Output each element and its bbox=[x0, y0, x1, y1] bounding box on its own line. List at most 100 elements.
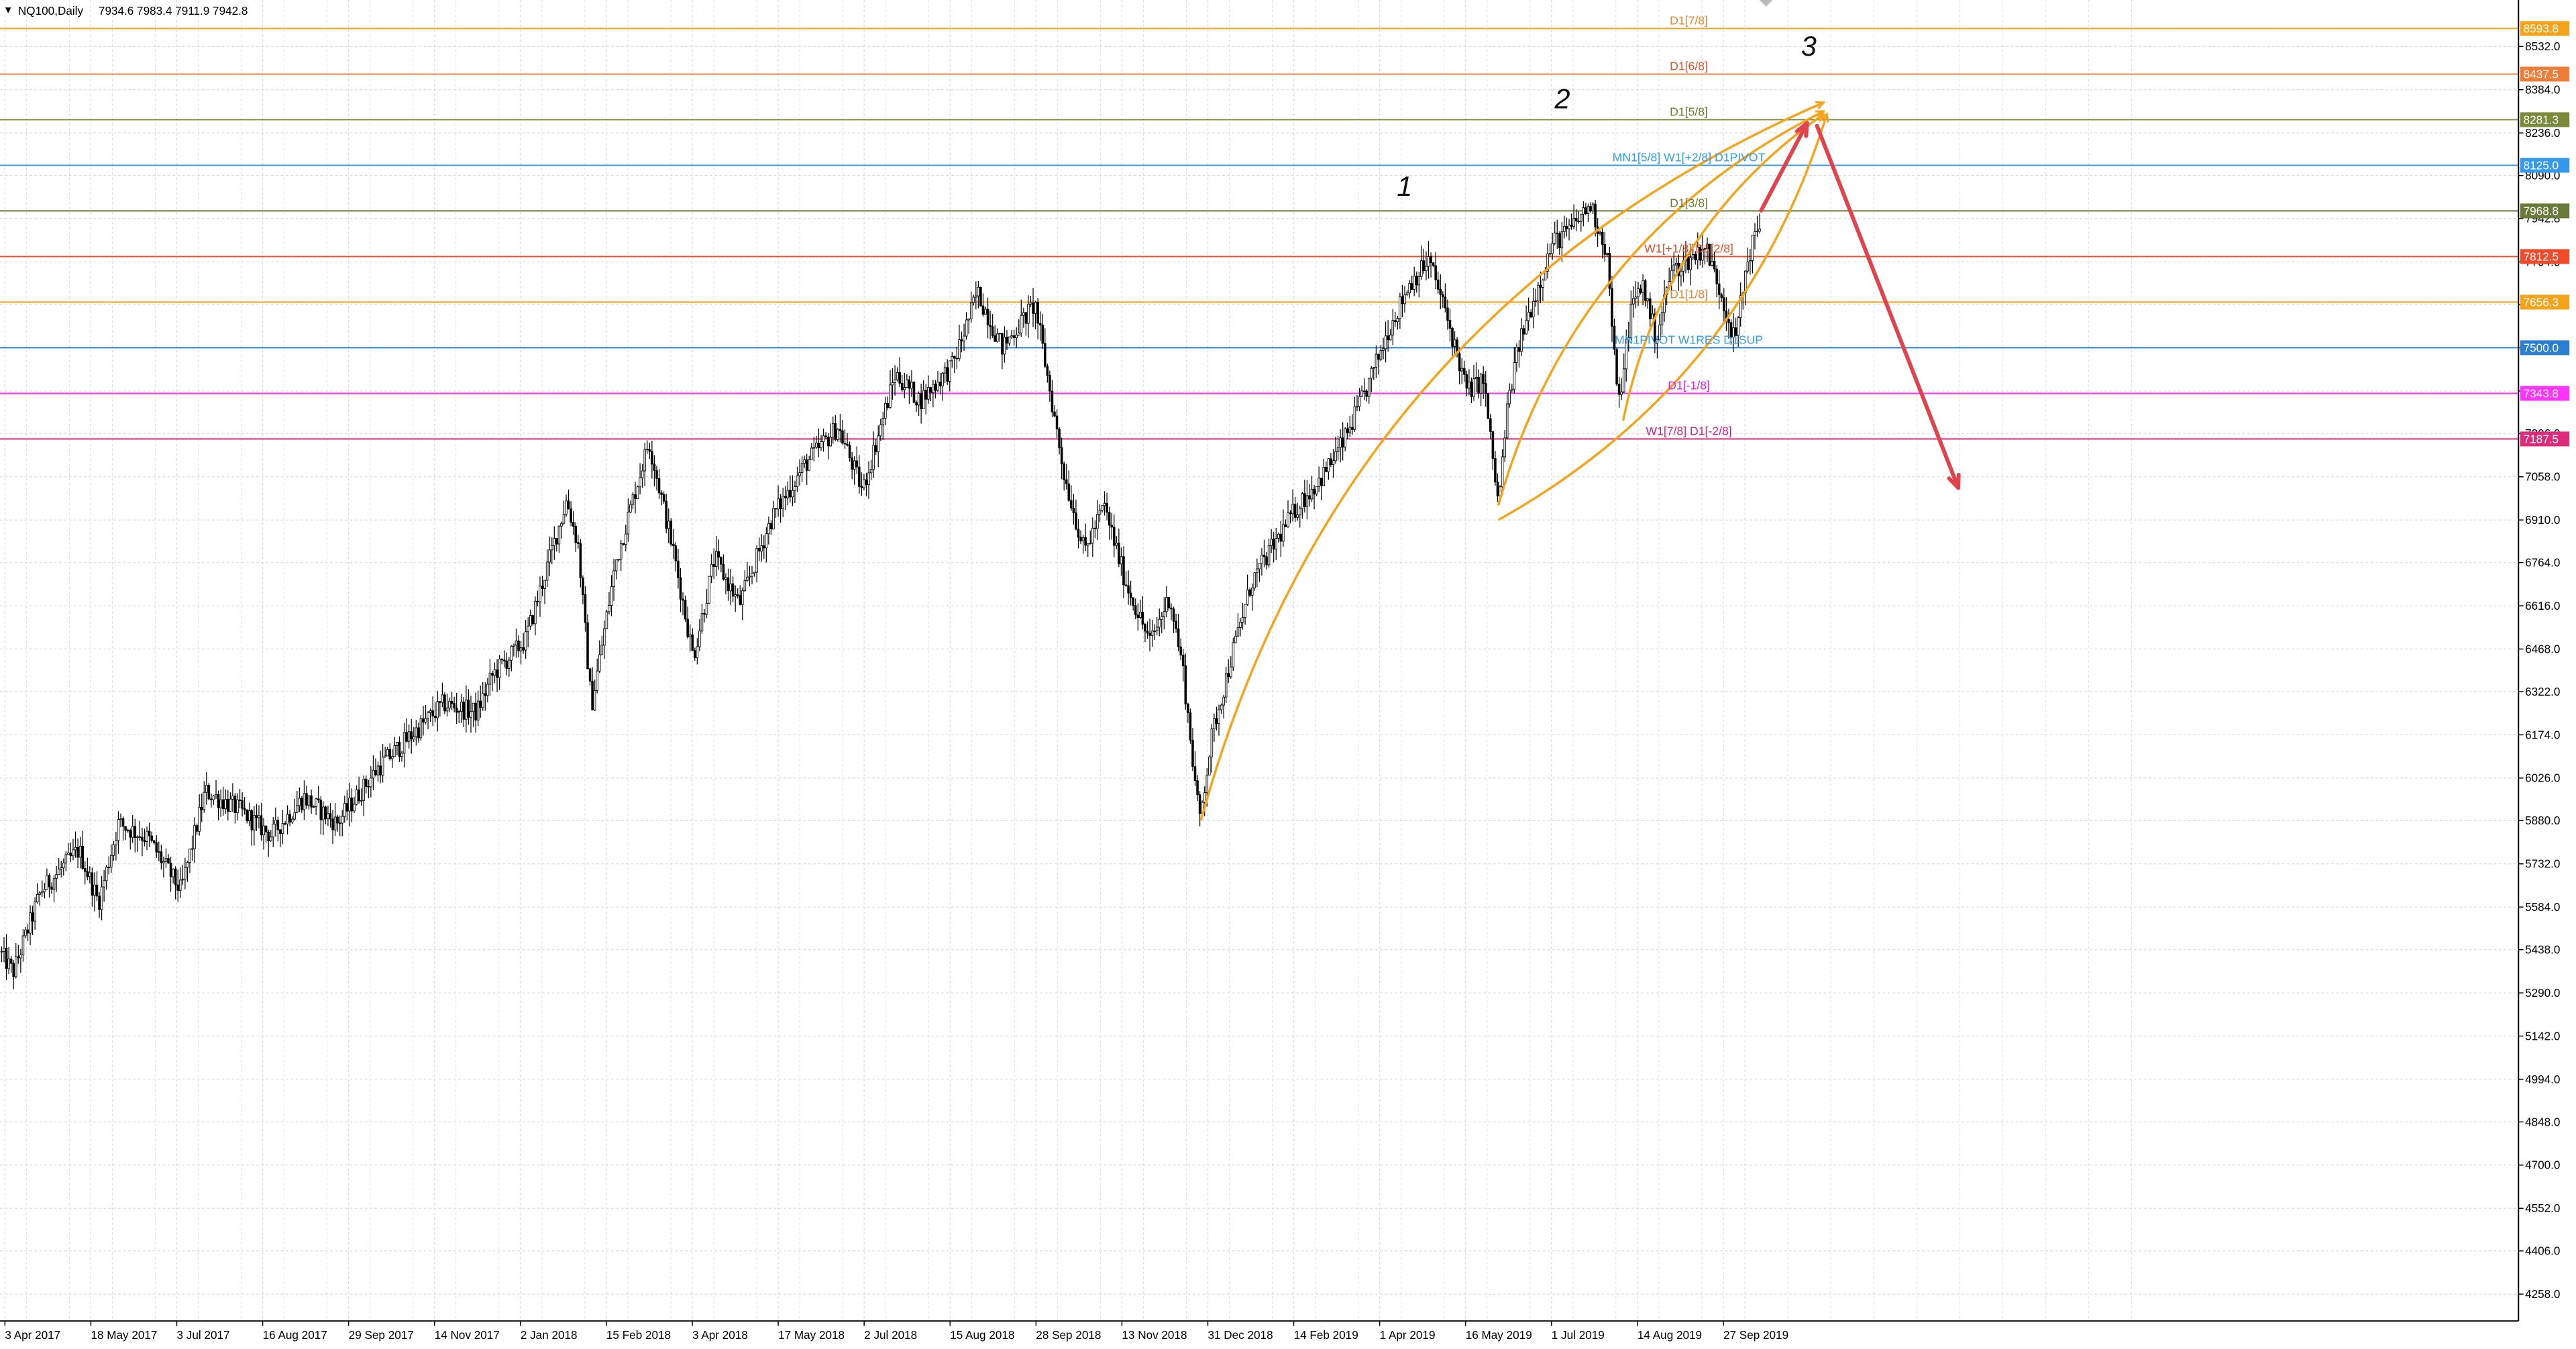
candle-body bbox=[474, 702, 477, 720]
candle-body bbox=[917, 393, 920, 406]
x-tick-label: 28 Sep 2018 bbox=[1036, 1328, 1101, 1342]
candle-body bbox=[622, 543, 625, 545]
candle-body bbox=[1377, 354, 1380, 360]
candle-body bbox=[891, 382, 894, 386]
candle-body bbox=[782, 496, 784, 510]
candle-body bbox=[502, 659, 506, 661]
candle-body bbox=[557, 525, 561, 545]
candle-body bbox=[582, 578, 584, 595]
level-label: D1[7/8] bbox=[1670, 13, 1708, 27]
candle-body bbox=[126, 830, 129, 832]
candle-body bbox=[543, 580, 546, 589]
level-label: D1[6/8] bbox=[1670, 59, 1708, 72]
candle-body bbox=[64, 854, 68, 863]
candle-body bbox=[1439, 288, 1442, 295]
candle-body bbox=[720, 557, 722, 565]
candle-body bbox=[1177, 628, 1180, 647]
candle-body bbox=[1136, 614, 1140, 618]
y-tick-label: 6174.0 bbox=[2525, 728, 2560, 741]
candle-body bbox=[696, 646, 699, 659]
candle-body bbox=[979, 286, 982, 307]
candle-body bbox=[1315, 486, 1318, 494]
candle-body bbox=[1036, 302, 1039, 324]
candle-body bbox=[1515, 347, 1518, 364]
candle-body bbox=[991, 326, 994, 336]
candle-body bbox=[1291, 504, 1294, 515]
candle-body bbox=[1634, 296, 1638, 299]
candle-body bbox=[1139, 612, 1142, 618]
candle-body bbox=[248, 810, 251, 822]
candle-body bbox=[1146, 631, 1149, 634]
candle-body bbox=[698, 631, 701, 647]
candle-body bbox=[1246, 589, 1249, 605]
candle-body bbox=[684, 600, 687, 620]
y-tick-label: 7058.0 bbox=[2525, 470, 2560, 484]
candle-body bbox=[243, 808, 246, 810]
candle-body bbox=[896, 372, 899, 380]
candle-body bbox=[1063, 464, 1065, 480]
candle-body bbox=[724, 577, 727, 580]
candle-body bbox=[141, 837, 144, 841]
candle-body bbox=[927, 387, 930, 400]
candle-body bbox=[1520, 328, 1523, 352]
candle-body bbox=[634, 494, 637, 499]
candle-body bbox=[107, 867, 111, 869]
fan-arcs bbox=[1199, 101, 1829, 821]
candle-body bbox=[1017, 332, 1020, 335]
candle-body bbox=[21, 935, 25, 955]
menu-icon[interactable]: ▼ bbox=[3, 5, 13, 16]
candle-body bbox=[1341, 437, 1344, 447]
candle-body bbox=[1574, 217, 1578, 221]
candle-body bbox=[1263, 554, 1266, 557]
candle-body bbox=[236, 799, 239, 813]
candle-body bbox=[667, 521, 670, 529]
candle-body bbox=[981, 305, 985, 315]
candle-body bbox=[1218, 709, 1220, 724]
candle-body bbox=[986, 309, 989, 326]
candle-body bbox=[1654, 313, 1656, 344]
candle-body bbox=[465, 699, 468, 720]
candle-body bbox=[839, 429, 842, 431]
candle-body bbox=[1396, 318, 1399, 323]
candle-body bbox=[274, 820, 277, 824]
candle-body bbox=[1024, 312, 1028, 324]
candle-body bbox=[1367, 378, 1371, 397]
candle-body bbox=[241, 800, 244, 809]
candle-body bbox=[1060, 447, 1063, 464]
candle-body bbox=[1365, 390, 1368, 397]
fan-arc bbox=[1621, 113, 1825, 421]
candle-body bbox=[1503, 437, 1506, 457]
candle-body bbox=[14, 956, 17, 977]
candle-body bbox=[1436, 279, 1440, 290]
candle-body bbox=[1572, 217, 1575, 227]
candle-body bbox=[1706, 244, 1709, 249]
x-tick-label: 15 Feb 2018 bbox=[606, 1328, 671, 1342]
price-badge bbox=[2520, 66, 2570, 82]
candle-body bbox=[413, 736, 415, 740]
candle-body bbox=[1615, 349, 1618, 384]
candle-body bbox=[912, 382, 916, 403]
candle-body bbox=[884, 402, 887, 419]
candle-body bbox=[1191, 739, 1194, 767]
candle-body bbox=[1713, 261, 1716, 270]
candle-body bbox=[660, 492, 663, 495]
candle-body bbox=[703, 613, 706, 615]
candle-body bbox=[74, 847, 77, 851]
candle-body bbox=[1720, 294, 1723, 299]
candle-body bbox=[1091, 527, 1094, 544]
candle-body bbox=[443, 694, 446, 712]
candle-body bbox=[1322, 467, 1326, 486]
shift-marker-icon[interactable] bbox=[1759, 0, 1773, 7]
candle-body bbox=[319, 800, 323, 820]
price-badges: 8593.8 8437.5 8281.3 8125.0 7968.8 7812.5 7656… bbox=[2520, 21, 2570, 447]
candle-body bbox=[612, 570, 615, 588]
candle-body bbox=[453, 703, 455, 708]
candle-body bbox=[391, 756, 394, 759]
candle-body bbox=[1560, 231, 1564, 248]
candle-body bbox=[372, 769, 375, 779]
candle-body bbox=[491, 673, 494, 676]
candle-body bbox=[476, 700, 480, 720]
candle-body bbox=[279, 829, 282, 834]
candle-body bbox=[1446, 307, 1449, 321]
